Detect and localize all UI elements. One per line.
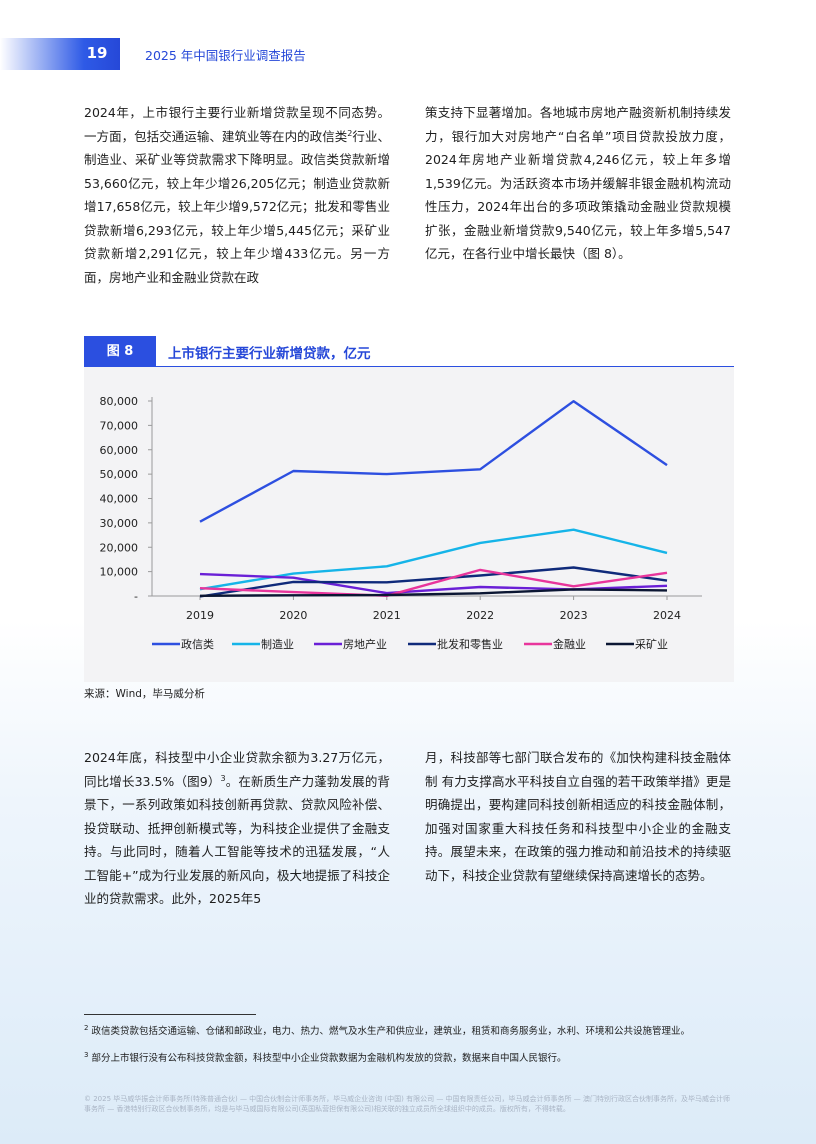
- footnote-ref-3[interactable]: 3: [220, 773, 226, 783]
- paragraph-text: 行业、制造业、采矿业等贷款需求下降明显。政信类贷款新增53,660亿元，较上年少…: [84, 128, 390, 285]
- y-tick-label: 10,000: [100, 566, 139, 579]
- figure-title: 上市银行主要行业新增贷款，亿元: [168, 346, 371, 362]
- y-tick-label: 70,000: [100, 419, 139, 432]
- y-tick-label: 50,000: [100, 468, 139, 481]
- series-line-4: [199, 566, 668, 598]
- series-line-1: [199, 400, 668, 523]
- figure-panel: [84, 367, 734, 682]
- footnote-divider: [84, 1014, 256, 1015]
- legend-label: 采矿业: [635, 638, 668, 651]
- y-tick-label: 60,000: [100, 444, 139, 457]
- report-title: 2025 年中国银行业调查报告: [145, 48, 306, 63]
- figure-title-rule: [84, 366, 734, 367]
- series-line-6: [199, 588, 668, 597]
- paragraph-text: 2024年，上市银行主要行业新增贷款呈现不同态势。一方面，包括交通运输、建筑业等…: [84, 105, 390, 144]
- legend-label: 金融业: [553, 637, 586, 651]
- body-paragraph-left-2: 2024年底，科技型中小企业贷款余额为3.27万亿元，同比增长33.5%（图9）…: [84, 746, 390, 911]
- legend-label: 政信类: [181, 637, 214, 651]
- footnote-text: 部分上市银行没有公布科技贷款金额，科技型中小企业贷款数据为金融机构发放的贷款，数…: [91, 1053, 567, 1065]
- legend-label: 批发和零售业: [437, 637, 503, 651]
- series-line-2: [199, 528, 668, 591]
- x-tick-label: 2024: [653, 609, 681, 622]
- y-tick-label: 40,000: [100, 493, 139, 506]
- footnote-2: 2 政信类贷款包括交通运输、仓储和邮政业，电力、热力、燃气及水生产和供应业，建筑…: [84, 1022, 734, 1038]
- x-tick-label: 2020: [279, 609, 307, 622]
- x-tick-label: 2021: [373, 609, 401, 622]
- footnote-mark: 2: [84, 1024, 89, 1032]
- paragraph-text: 2024年底，科技型中小企业贷款余额为3.27万亿元，同比增长33.5%（图9）: [84, 750, 390, 789]
- y-tick-label: 20,000: [100, 541, 139, 554]
- copyright-notice: © 2025 毕马威华振会计师事务所(特殊普通合伙) — 中国合伙制会计师事务所…: [84, 1095, 730, 1113]
- body-paragraph-left-1: 2024年，上市银行主要行业新增贷款呈现不同态势。一方面，包括交通运输、建筑业等…: [84, 101, 390, 289]
- page-background-wash: [0, 620, 816, 1144]
- y-tick-label: -: [134, 590, 138, 603]
- footnote-text: 政信类贷款包括交通运输、仓储和邮政业，电力、热力、燃气及水生产和供应业，建筑业，…: [91, 1026, 691, 1038]
- y-tick-label: 30,000: [100, 517, 139, 530]
- body-paragraph-right-1: 策支持下显著增加。各地城市房地产融资新机制持续发力，银行加大对房地产“白名单”项…: [425, 105, 731, 261]
- footnote-ref-2[interactable]: 2: [347, 128, 353, 138]
- x-tick-label: 2023: [560, 609, 588, 622]
- page-number-bar: [0, 38, 120, 70]
- footnote-mark: 3: [84, 1051, 89, 1059]
- y-tick-label: 80,000: [100, 395, 139, 408]
- paragraph-text: 。在新质生产力蓬勃发展的背景下，一系列政策如科技创新再贷款、贷款风险补偿、投贷联…: [84, 773, 390, 907]
- x-tick-label: 2019: [186, 609, 214, 622]
- body-paragraph-right-2: 月，科技部等七部门联合发布的《加快构建科技金融体制 有力支撑高水平科技自立自强的…: [425, 750, 731, 883]
- x-tick-label: 2022: [466, 609, 494, 622]
- series-line-5: [199, 568, 668, 598]
- line-chart: - 10,000 20,000 30,000 40,000 50,000 60,000 70,…: [100, 395, 702, 651]
- figure-source: 来源：Wind，毕马威分析: [84, 688, 205, 700]
- legend-label: 制造业: [261, 637, 294, 651]
- legend-label: 房地产业: [343, 637, 387, 651]
- footnote-3: 3 部分上市银行没有公布科技贷款金额，科技型中小企业贷款数据为金融机构发放的贷款…: [84, 1049, 734, 1065]
- figure-label: 图 8: [84, 336, 156, 367]
- page-number: 19: [86, 44, 108, 62]
